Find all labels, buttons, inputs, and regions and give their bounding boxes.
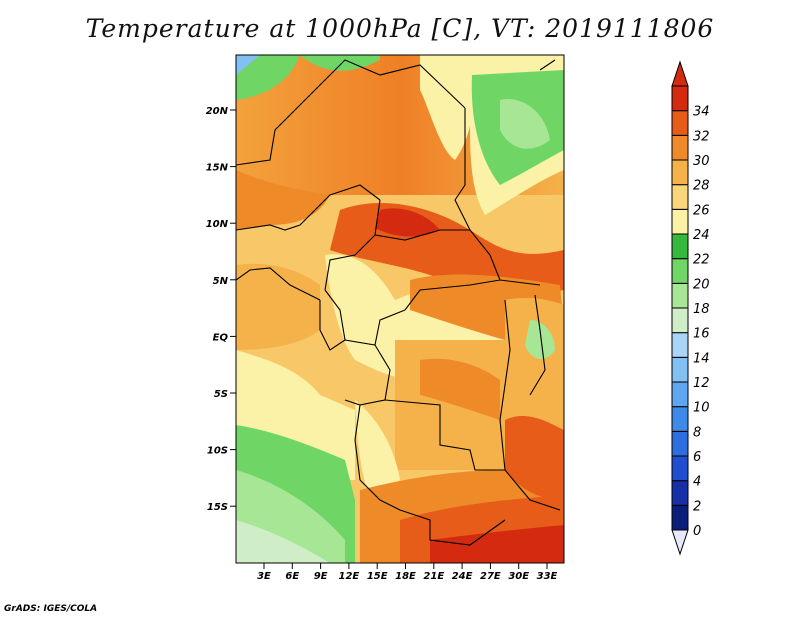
colorbar-swatch bbox=[671, 480, 689, 506]
colorbar-label: 16 bbox=[693, 327, 710, 342]
lon-tick-label: 30E bbox=[508, 571, 529, 582]
lon-tick-label: 21E bbox=[423, 571, 444, 582]
colorbar-swatch bbox=[671, 184, 689, 210]
colorbar-swatch bbox=[671, 258, 689, 284]
colorbar-label: 24 bbox=[693, 228, 710, 243]
lon-tick-label: 6E bbox=[285, 571, 299, 582]
lat-tick-label: 10S bbox=[207, 446, 228, 457]
colorbar-max-arrow bbox=[671, 60, 689, 87]
lon-tick-label: 33E bbox=[537, 571, 558, 582]
colorbar-swatch bbox=[671, 110, 689, 136]
lon-tick-label: 3E bbox=[257, 571, 271, 582]
colorbar-swatch bbox=[671, 159, 689, 186]
colorbar-label: 26 bbox=[693, 203, 710, 218]
lat-tick-label: 20N bbox=[206, 106, 229, 117]
lon-tick-label: 27E bbox=[480, 571, 501, 582]
colorbar-swatch bbox=[671, 282, 689, 309]
colorbar-swatch bbox=[671, 134, 689, 161]
lon-tick-label: 15E bbox=[367, 571, 388, 582]
colorbar-label: 32 bbox=[693, 129, 710, 144]
colorbar-swatch bbox=[671, 208, 689, 235]
colorbar-label: 8 bbox=[693, 425, 701, 440]
colorbar-swatch bbox=[671, 381, 689, 408]
longitude-axis: 3E 6E 9E 12E 15E 18E 21E 24E 27E 30E 33E bbox=[257, 563, 558, 582]
lat-tick-label: EQ bbox=[213, 332, 229, 343]
lon-tick-label: 12E bbox=[339, 571, 360, 582]
lon-tick-label: 18E bbox=[395, 571, 416, 582]
colorbar-label: 2 bbox=[693, 499, 701, 514]
colorbar-label: 12 bbox=[693, 376, 710, 391]
colorbar-label: 0 bbox=[693, 524, 701, 539]
colorbar-swatch bbox=[671, 455, 689, 482]
colorbar-swatch bbox=[671, 307, 689, 334]
colorbar-label: 30 bbox=[693, 154, 710, 169]
colorbar-label: 4 bbox=[693, 475, 701, 490]
temperature-field bbox=[236, 55, 564, 563]
colorbar-label: 14 bbox=[693, 351, 710, 366]
map-frame bbox=[235, 54, 565, 564]
lat-tick-label: 10N bbox=[206, 219, 229, 230]
colorbar-label: 34 bbox=[693, 105, 710, 120]
colorbar-swatch bbox=[671, 504, 689, 531]
lon-tick-label: 9E bbox=[314, 571, 328, 582]
colorbar-swatch bbox=[671, 332, 689, 358]
footer-credit: GrADS: IGES/COLA bbox=[4, 604, 98, 614]
colorbar-label: 10 bbox=[693, 401, 710, 416]
lat-tick-label: 15S bbox=[207, 502, 228, 513]
colorbar-swatch bbox=[671, 356, 689, 383]
latitude-axis: 20N 15N 10N 5N EQ 5S 10S 15S bbox=[206, 106, 236, 513]
colorbar-label: 18 bbox=[693, 302, 710, 317]
colorbar-swatch bbox=[671, 430, 689, 457]
country-borders bbox=[236, 59, 561, 546]
lat-tick-label: 5S bbox=[214, 389, 228, 400]
colorbar-label: 20 bbox=[693, 277, 710, 292]
colorbar-label: 22 bbox=[693, 253, 710, 268]
colorbar-swatch bbox=[671, 406, 689, 432]
lon-tick-label: 24E bbox=[452, 571, 473, 582]
colorbar-min-arrow bbox=[671, 529, 689, 556]
map-title: Temperature at 1000hPa [C], VT: 20191118… bbox=[85, 14, 715, 43]
lat-tick-label: 15N bbox=[206, 163, 229, 174]
colorbar-swatch bbox=[671, 85, 689, 112]
lat-tick-label: 5N bbox=[213, 276, 229, 287]
colorbar-label: 6 bbox=[693, 450, 701, 465]
colorbar-label: 28 bbox=[693, 179, 710, 194]
colorbar-swatch bbox=[671, 233, 689, 260]
